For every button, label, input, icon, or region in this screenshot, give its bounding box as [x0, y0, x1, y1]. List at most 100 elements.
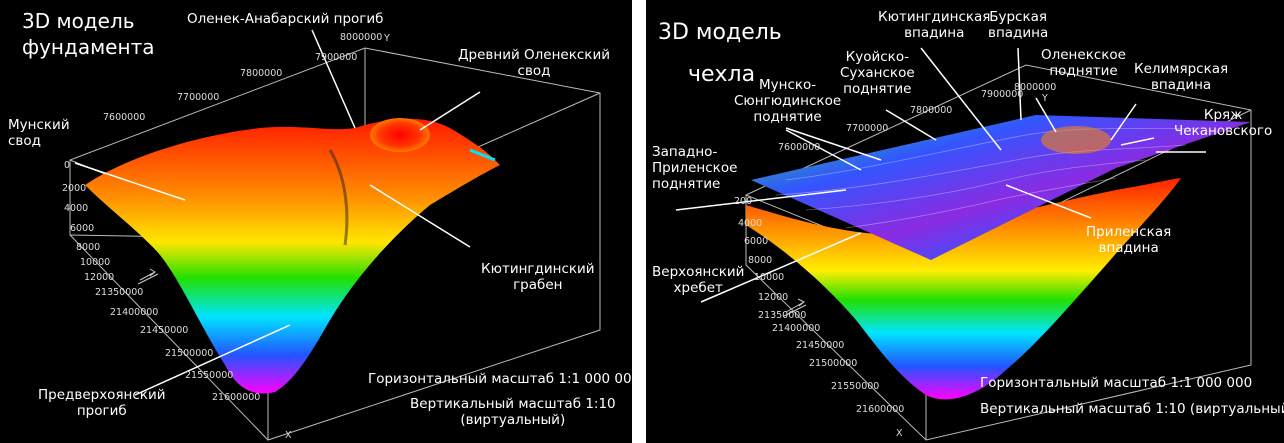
y-tick: 7800000: [910, 105, 953, 116]
label-line: Предверхоянский: [38, 387, 166, 403]
label-burskaya-depression: Бурская впадина: [988, 9, 1049, 42]
x-tick: 21600000: [856, 404, 905, 415]
x-tick: 21400000: [772, 323, 821, 334]
depth-tick: 8000: [76, 242, 101, 253]
label-line: поднятие: [652, 175, 721, 192]
vertical-scale: Вертикальный масштаб 1:10 (виртуальный): [980, 401, 1284, 417]
label-west-prilena-uplift: Западно- Приленское поднятие: [652, 144, 738, 193]
olenek-uplift-zone: [1041, 126, 1111, 154]
depth-tick: 6000: [70, 223, 95, 234]
label-line: поднятие: [1049, 62, 1118, 79]
title: 3D модель фундамента: [22, 8, 154, 60]
depth-tick: 8000: [748, 255, 773, 266]
label-line: впадина: [988, 24, 1049, 41]
depth-tick: 4000: [64, 203, 89, 214]
label-olenek-anabar-trough: Оленек-Анабарский прогиб: [187, 11, 384, 27]
y-tick: 7800000: [240, 68, 283, 79]
x-tick: 21500000: [165, 348, 214, 359]
y-tick: 7700000: [177, 92, 220, 103]
label-line: Чекановского: [1174, 122, 1273, 139]
label-olenek-uplift: Оленекское поднятие: [1041, 47, 1126, 80]
label-kelimyar-depression: Келимярская впадина: [1134, 61, 1229, 94]
cover-model-panel: 3D модель чехла Кютингдинская впадина Бу…: [646, 0, 1284, 443]
cover-volume: [746, 178, 1181, 400]
x-tick: 21550000: [831, 381, 880, 392]
y-tick: 7700000: [846, 123, 889, 134]
cover-model-figure: [675, 47, 1252, 441]
y-axis-label: Y: [1042, 93, 1048, 104]
label-line: прогиб: [76, 402, 127, 419]
depth-tick: 200: [734, 196, 753, 207]
label-line: Кютингдинская: [878, 9, 991, 25]
label-line: хребет: [673, 279, 723, 296]
label-line: Келимярская: [1134, 61, 1229, 77]
x-tick: 21350000: [758, 310, 807, 321]
x-axis-label: X: [896, 428, 903, 439]
label-line: Куойско-: [845, 49, 909, 65]
title-line-2: фундамента: [22, 35, 155, 59]
y-tick: 7900000: [315, 52, 358, 63]
label-line: Сюнгюдинское: [734, 92, 842, 109]
label-line: впадина: [1150, 76, 1212, 93]
x-tick: 21450000: [140, 325, 189, 336]
label-ancient-olenek-arch: Древний Оленекский свод: [458, 47, 611, 80]
slice-texture: [775, 127, 1207, 229]
x-axis-label: X: [285, 430, 292, 441]
label-kuoyka-uplift: Куойско- Суханское поднятие: [840, 49, 915, 98]
label-pre-verkhoyansk-trough: Предверхоянский прогиб: [38, 387, 166, 420]
kyutingda-graben-trough: [328, 149, 349, 246]
depth-tick: 2000: [62, 183, 87, 194]
leader-lines: [74, 29, 481, 396]
label-prilena-depression: Приленская впадина: [1086, 224, 1172, 257]
horizontal-scale: Горизонтальный масштаб 1:1 000 000: [368, 371, 632, 387]
label-chekanovsky-ridge: Кряж Чекановского: [1174, 107, 1273, 140]
label-line: поднятие: [843, 80, 912, 97]
y-tick: 7900000: [981, 89, 1024, 100]
label-kyutingda-depression: Кютингдинская впадина: [878, 9, 991, 42]
label-line: Древний Оленекский: [458, 47, 611, 63]
direction-arrow: [137, 268, 159, 285]
label-line: Западно-: [652, 144, 718, 160]
label-line: грабен: [513, 276, 563, 293]
label-line: свод: [517, 62, 551, 79]
label-line: Приленское: [652, 159, 738, 176]
label-line: Кряж: [1203, 107, 1243, 123]
label-line: Мунско-: [758, 77, 817, 93]
depth-tick: 10000: [754, 272, 785, 283]
horizontal-scale: Горизонтальный масштаб 1:1 000 000: [980, 375, 1253, 391]
label-line: Верхоянский: [652, 264, 745, 280]
label-line: впадина: [1098, 239, 1159, 256]
basement-model-panel: 3D модель фундамента Оленек-Анабарский п…: [0, 0, 632, 443]
label-line: свод: [8, 132, 41, 149]
label-munsky-arch: Мунский свод: [8, 117, 70, 150]
label-verkhoyansk-ridge: Верхоянский хребет: [652, 264, 745, 297]
depth-tick: 10000: [80, 257, 111, 268]
label-line: Бурская: [989, 9, 1048, 25]
y-tick: 8000000: [340, 32, 383, 43]
x-tick: 21550000: [185, 370, 234, 381]
vertical-scale: Вертикальный масштаб 1:10 (виртуальный): [410, 396, 616, 429]
label-line: поднятие: [753, 108, 822, 125]
x-tick: 21450000: [796, 340, 845, 351]
y-tick: 8000000: [1014, 82, 1057, 93]
x-tick: 21500000: [809, 358, 858, 369]
y-tick: 7600000: [778, 142, 821, 153]
cover-top-slice: [751, 115, 1251, 260]
x-tick: 21350000: [95, 287, 144, 298]
basement-surface: [85, 118, 500, 394]
scale-line: Вертикальный масштаб 1:10: [410, 396, 616, 412]
label-line: Приленская: [1086, 224, 1172, 240]
label-line: Суханское: [840, 64, 915, 81]
label-line: Кютингдинский: [481, 261, 595, 277]
label-line: Оленекское: [1041, 47, 1126, 63]
depth-tick: 12000: [84, 272, 115, 283]
label-line: Мунский: [8, 117, 70, 133]
basement-model-figure: [69, 29, 601, 441]
label-munsko-uplift: Мунско- Сюнгюдинское поднятие: [734, 77, 842, 126]
leader-lines: [675, 47, 1206, 303]
title-line-2: чехла: [688, 61, 756, 87]
direction-arrow: [783, 298, 807, 317]
x-tick: 21400000: [110, 307, 159, 318]
y-tick: 7600000: [103, 112, 146, 123]
label-kyutingda-graben: Кютингдинский грабен: [481, 261, 595, 294]
